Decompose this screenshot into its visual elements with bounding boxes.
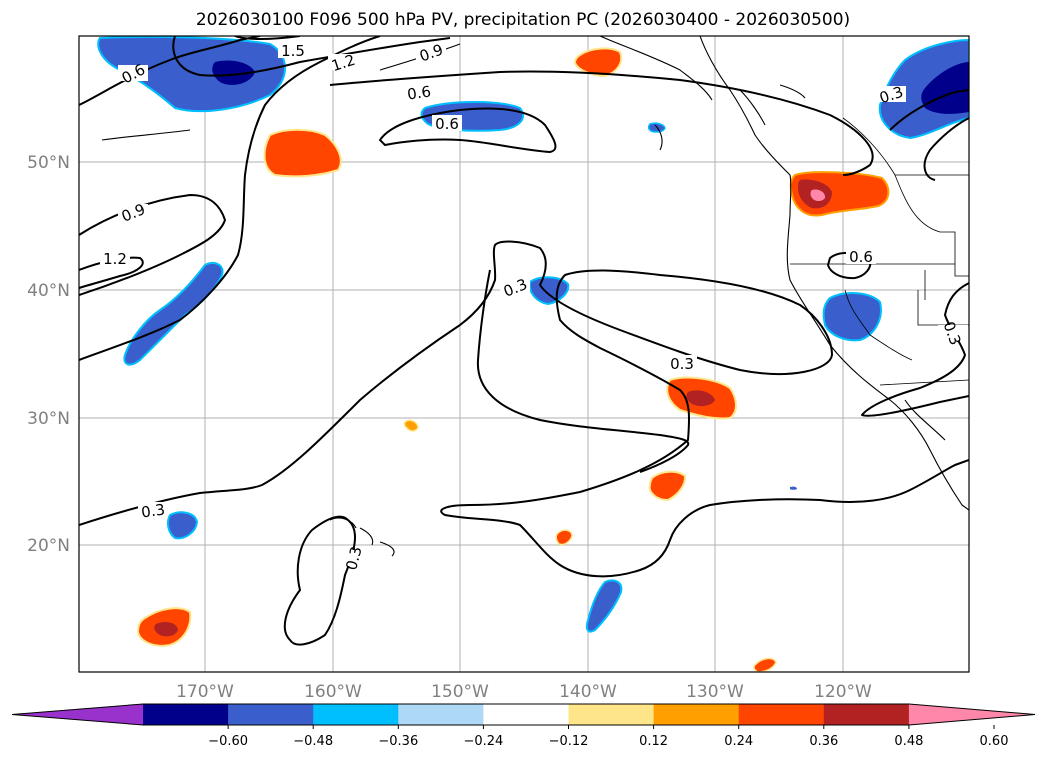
colorbar-tick-label: 0.60 (980, 734, 1009, 749)
lon-label-120w: 120°W (814, 682, 872, 702)
map-area: 1.5 1.2 0.9 0.6 0.6 0.6 0.3 0.9 1.2 0.6 … (79, 36, 969, 672)
colorbar-swatch (653, 704, 740, 725)
colorbar-extend-low (12, 704, 143, 725)
contour-label: 0.3 (140, 500, 166, 521)
contour-labels: 1.5 1.2 0.9 0.6 0.6 0.6 0.3 0.9 1.2 0.6 … (100, 40, 968, 572)
colorbar-swatch (823, 704, 910, 725)
contour-label: 0.3 (670, 355, 694, 373)
colorbar-swatch (483, 704, 569, 725)
latitude-labels: 50°N 40°N 30°N 20°N (27, 153, 70, 556)
contour-label: 0.3 (342, 544, 366, 572)
lon-label-160w: 160°W (304, 682, 362, 702)
colorbar-swatch (313, 704, 399, 725)
lat-label-40n: 40°N (27, 281, 70, 301)
lon-label-150w: 150°W (431, 682, 489, 702)
lat-label-50n: 50°N (27, 153, 70, 173)
colorbar-tick-label: 0.48 (894, 734, 923, 749)
colorbar-tick-label: −0.36 (378, 734, 418, 749)
colorbar-swatch (143, 704, 229, 725)
map-frame (78, 35, 970, 673)
figure-title: 2026030100 F096 500 hPa PV, precipitatio… (196, 10, 850, 30)
contour-label: 0.6 (849, 248, 873, 266)
colorbar-tick-label: 0.24 (724, 734, 753, 749)
positive-precip-patches (136, 47, 890, 672)
lon-label-170w: 170°W (176, 682, 234, 702)
lon-label-140w: 140°W (559, 682, 617, 702)
contour-label: 0.6 (435, 115, 459, 133)
colorbar-swatch (568, 704, 655, 725)
lat-label-20n: 20°N (27, 536, 70, 556)
colorbar-tick-label: 0.12 (639, 734, 668, 749)
lon-label-130w: 130°W (686, 682, 744, 702)
pv-contours (79, 36, 969, 646)
colorbar-tick-label: −0.48 (293, 734, 333, 749)
colorbar-swatch (738, 704, 825, 725)
colorbar-tick-label: −0.60 (208, 734, 248, 749)
contour-label: 1.5 (281, 42, 305, 60)
colorbar: −0.60 −0.48 −0.36 −0.24 −0.12 0.12 0.24 0.36 0.4… (11, 703, 1036, 749)
colorbar-tick-label: −0.24 (463, 734, 503, 749)
lat-label-30n: 30°N (27, 409, 70, 429)
colorbar-tick-label: 0.36 (809, 734, 838, 749)
colorbar-swatch (398, 704, 484, 725)
contour-label: 1.2 (103, 250, 127, 268)
contour-label: 0.6 (406, 82, 432, 103)
longitude-labels: 170°W 160°W 150°W 140°W 130°W 120°W (176, 682, 872, 702)
colorbar-tick-label: −0.12 (549, 734, 589, 749)
colorbar-swatch (228, 704, 314, 725)
colorbar-extend-high (908, 704, 1035, 725)
colorbar-outline (11, 703, 1036, 726)
coastlines (101, 36, 969, 557)
